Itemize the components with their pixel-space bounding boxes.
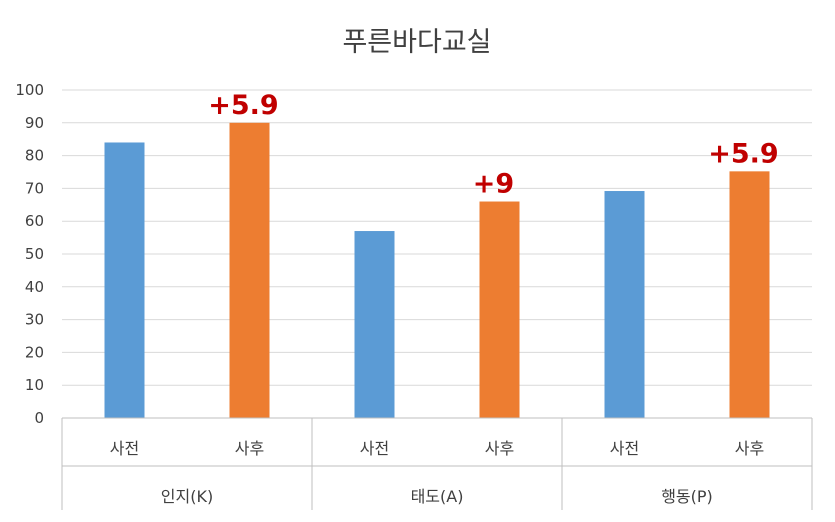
x-category-label: 사후 — [235, 439, 264, 458]
bar-1-0 — [354, 231, 395, 418]
x-group-label: 인지(K) — [161, 487, 213, 506]
y-tick-label: 20 — [25, 343, 44, 361]
delta-label: +5.9 — [208, 90, 278, 121]
y-axis-ticks: 0 10 20 30 40 50 60 70 80 90 100 — [15, 81, 44, 427]
gridlines — [62, 89, 812, 386]
x-group-label: 행동(P) — [661, 487, 713, 506]
y-tick-label: 30 — [25, 311, 44, 329]
y-tick-label: 80 — [25, 147, 44, 165]
y-tick-label: 60 — [25, 212, 44, 230]
x-category-label: 사후 — [485, 439, 514, 458]
bar-2-1 — [729, 171, 770, 418]
x-group-label: 태도(A) — [411, 487, 464, 506]
y-tick-label: 0 — [34, 409, 44, 427]
y-tick-label: 10 — [25, 376, 44, 394]
x-category-label: 사후 — [735, 439, 764, 458]
y-tick-label: 50 — [25, 245, 44, 263]
delta-label: +9 — [473, 169, 514, 200]
bar-1-1 — [479, 201, 520, 418]
y-tick-label: 90 — [25, 114, 44, 132]
bar-2-0 — [604, 191, 645, 418]
x-category-label: 사전 — [360, 439, 389, 458]
delta-labels: +5.9 +9 +5.9 — [208, 90, 778, 200]
y-tick-label: 100 — [15, 81, 44, 99]
y-tick-label: 40 — [25, 278, 44, 296]
chart-title: 푸른바다교실 — [342, 27, 491, 58]
x-category-label: 사전 — [110, 439, 139, 458]
delta-label: +5.9 — [708, 138, 778, 169]
x-category-label: 사전 — [610, 439, 639, 458]
y-tick-label: 70 — [25, 179, 44, 197]
bar-0-0 — [104, 142, 145, 419]
bar-0-1 — [229, 122, 270, 419]
bars — [104, 122, 770, 419]
